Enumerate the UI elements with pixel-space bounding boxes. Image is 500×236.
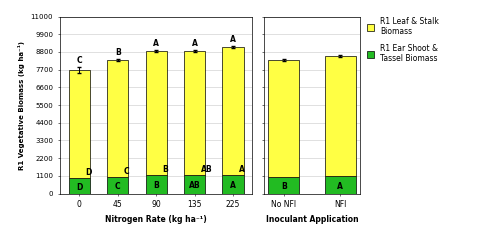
Bar — [68, 178, 90, 194]
Text: A: A — [230, 35, 236, 44]
Bar — [107, 60, 128, 177]
Legend: R1 Leaf & Stalk
Biomass, R1 Ear Shoot &
Tassel Biomass: R1 Leaf & Stalk Biomass, R1 Ear Shoot & … — [366, 17, 440, 63]
Bar — [324, 176, 356, 194]
Bar — [268, 60, 299, 177]
Bar — [146, 175, 167, 194]
Text: C: C — [124, 167, 130, 176]
Text: B: B — [154, 181, 159, 190]
Bar — [68, 70, 90, 178]
Bar — [107, 177, 128, 194]
Text: B: B — [115, 48, 120, 57]
Text: D: D — [76, 183, 82, 192]
Text: A: A — [337, 182, 343, 191]
Text: B: B — [281, 182, 286, 191]
Bar — [222, 175, 244, 194]
Bar — [146, 51, 167, 175]
Text: A: A — [192, 39, 198, 48]
Text: C: C — [115, 182, 120, 191]
Bar — [324, 56, 356, 176]
Bar — [222, 47, 244, 175]
Bar — [268, 177, 299, 194]
Text: AB: AB — [189, 181, 200, 190]
Text: A: A — [153, 39, 159, 48]
Text: AB: AB — [200, 165, 212, 174]
Text: A: A — [230, 181, 236, 190]
Y-axis label: R1 Vegetative Biomass (kg ha⁻¹): R1 Vegetative Biomass (kg ha⁻¹) — [18, 41, 25, 169]
Text: A: A — [239, 165, 245, 174]
Bar — [184, 175, 205, 194]
Text: D: D — [86, 168, 92, 177]
Text: B: B — [162, 165, 168, 174]
Text: C: C — [76, 56, 82, 65]
Bar — [184, 51, 205, 175]
X-axis label: Inoculant Application: Inoculant Application — [266, 215, 358, 224]
X-axis label: Nitrogen Rate (kg ha⁻¹): Nitrogen Rate (kg ha⁻¹) — [106, 215, 207, 224]
